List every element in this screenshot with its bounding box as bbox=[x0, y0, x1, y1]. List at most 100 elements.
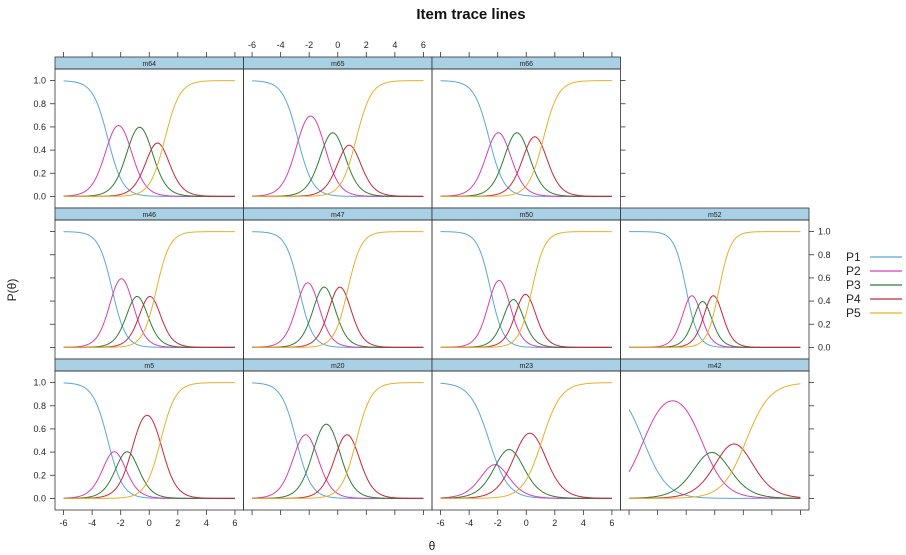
legend-label-p2: P2 bbox=[846, 264, 861, 278]
trace-line-p3 bbox=[440, 132, 612, 197]
panel-strip-label: m64 bbox=[142, 61, 156, 68]
trace-line-p1 bbox=[252, 80, 424, 197]
trace-line-p3 bbox=[63, 295, 235, 348]
legend-label-p5: P5 bbox=[846, 306, 861, 320]
panel-grid: m64 m65 m66 m46 m47 m50 m52 m5 m20 m23 m42 bbox=[54, 56, 810, 511]
y-tick-label: 0.0 bbox=[818, 342, 831, 352]
x-tick-label: -4 bbox=[465, 518, 473, 528]
trace-line-p2 bbox=[440, 464, 612, 499]
trace-line-p4 bbox=[440, 293, 612, 348]
y-tick-label: 0.2 bbox=[818, 319, 831, 329]
panel-strip-label: m5 bbox=[144, 363, 154, 370]
panel-frame bbox=[243, 219, 433, 360]
x-tick-label: -4 bbox=[277, 40, 285, 50]
x-tick-label: 6 bbox=[609, 518, 614, 528]
trace-line-p1 bbox=[440, 231, 612, 348]
panel-m52: m52 bbox=[620, 207, 810, 360]
trace-line-p5 bbox=[63, 80, 235, 197]
y-tick-label: 0.4 bbox=[33, 145, 46, 155]
trace-line-p5 bbox=[252, 80, 424, 197]
trace-line-p4 bbox=[629, 295, 801, 348]
panel-m64: m64 bbox=[54, 56, 244, 209]
x-tick-label: -4 bbox=[88, 518, 96, 528]
trace-line-p2 bbox=[252, 115, 424, 197]
y-tick-label: 0.8 bbox=[818, 250, 831, 260]
trace-line-p3 bbox=[440, 449, 612, 499]
panel-frame bbox=[620, 219, 810, 360]
panel-frame bbox=[620, 370, 810, 511]
panel-strip-label: m20 bbox=[331, 363, 345, 370]
trace-line-p1 bbox=[440, 80, 612, 197]
x-axis-label: θ bbox=[429, 539, 436, 553]
trace-line-p2 bbox=[629, 295, 801, 348]
panel-frame bbox=[431, 219, 621, 360]
trace-line-p2 bbox=[440, 132, 612, 197]
x-tick-label: -2 bbox=[305, 40, 313, 50]
x-tick-label: 4 bbox=[204, 518, 209, 528]
trace-line-p4 bbox=[63, 295, 235, 348]
trace-line-p3 bbox=[440, 298, 612, 348]
panel-m5: m5 bbox=[54, 358, 244, 511]
y-tick-label: 1.0 bbox=[33, 378, 46, 388]
trace-line-p1 bbox=[252, 382, 424, 499]
y-tick-label: 0.6 bbox=[818, 273, 831, 283]
panel-m47: m47 bbox=[243, 207, 433, 360]
x-tick-label: 0 bbox=[335, 40, 340, 50]
trace-line-p2 bbox=[63, 125, 235, 197]
chart-title: Item trace lines bbox=[416, 6, 525, 23]
trace-line-p3 bbox=[629, 451, 801, 499]
trace-line-p5 bbox=[440, 382, 612, 499]
panel-m66: m66 bbox=[431, 56, 621, 209]
y-axis-label: P(θ) bbox=[5, 279, 19, 302]
y-tick-label: 0.2 bbox=[33, 168, 46, 178]
panel-strip-label: m65 bbox=[331, 61, 345, 68]
panel-m23: m23 bbox=[431, 358, 621, 511]
trace-line-p2 bbox=[252, 282, 424, 348]
x-tick-label: 2 bbox=[552, 518, 557, 528]
trace-line-p5 bbox=[252, 382, 424, 499]
x-tick-label: 6 bbox=[232, 518, 237, 528]
x-tick-label: 6 bbox=[421, 40, 426, 50]
panel-m50: m50 bbox=[431, 207, 621, 360]
y-tick-label: 0.0 bbox=[33, 493, 46, 503]
y-tick-label: 0.8 bbox=[33, 99, 46, 109]
y-tick-label: 0.6 bbox=[33, 424, 46, 434]
y-tick-label: 0.0 bbox=[33, 191, 46, 201]
panel-strip-label: m66 bbox=[519, 61, 533, 68]
x-tick-label: -6 bbox=[248, 40, 256, 50]
panel-frame bbox=[431, 68, 621, 209]
panel-m65: m65 bbox=[243, 56, 433, 209]
y-tick-label: 0.2 bbox=[33, 470, 46, 480]
y-tick-label: 1.0 bbox=[33, 76, 46, 86]
legend-label-p4: P4 bbox=[846, 292, 861, 306]
panel-frame bbox=[54, 219, 244, 360]
trace-line-p5 bbox=[629, 231, 801, 348]
x-tick-label: -2 bbox=[494, 518, 502, 528]
y-tick-label: 0.4 bbox=[818, 296, 831, 306]
panel-m20: m20 bbox=[243, 358, 433, 511]
panel-strip-label: m52 bbox=[708, 212, 722, 219]
trace-line-p5 bbox=[63, 382, 235, 499]
trace-line-p1 bbox=[629, 231, 801, 348]
x-tick-label: -2 bbox=[117, 518, 125, 528]
x-tick-label: -6 bbox=[60, 518, 68, 528]
legend-label-p3: P3 bbox=[846, 278, 861, 292]
trace-line-p3 bbox=[252, 423, 424, 499]
trace-line-p1 bbox=[440, 382, 612, 499]
trace-line-p5 bbox=[252, 231, 424, 348]
panel-frame bbox=[54, 68, 244, 209]
trace-line-p1 bbox=[252, 231, 424, 348]
panel-m42: m42 bbox=[620, 358, 810, 511]
y-tick-label: 0.8 bbox=[33, 401, 46, 411]
x-tick-label: 2 bbox=[175, 518, 180, 528]
trace-line-p2 bbox=[628, 400, 801, 499]
panel-strip-label: m46 bbox=[142, 212, 156, 219]
panel-m46: m46 bbox=[54, 207, 244, 360]
x-tick-label: 0 bbox=[147, 518, 152, 528]
trace-line-p5 bbox=[63, 231, 235, 348]
trace-line-p2 bbox=[63, 278, 235, 348]
trace-line-p1 bbox=[63, 382, 235, 499]
trace-line-p5 bbox=[440, 231, 612, 348]
x-tick-label: 4 bbox=[392, 40, 397, 50]
